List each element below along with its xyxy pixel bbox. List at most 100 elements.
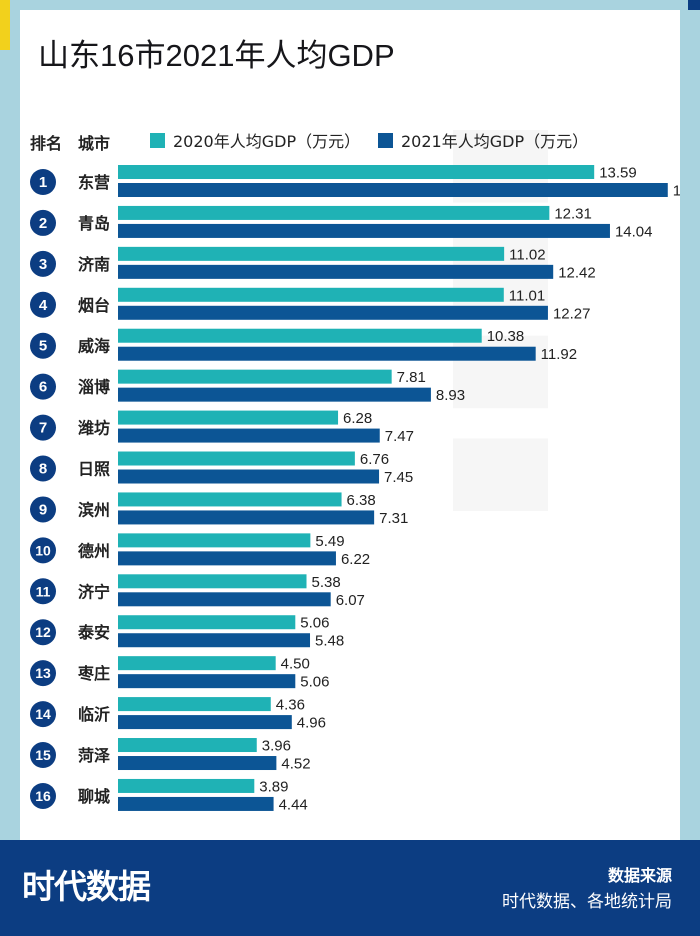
bar-2020 <box>118 656 276 671</box>
value-label-2021: 7.47 <box>385 428 414 445</box>
right-frame-bar <box>680 10 700 936</box>
rank-circle <box>30 455 56 482</box>
value-label-2021: 7.45 <box>384 469 413 486</box>
bar-2020 <box>118 451 355 466</box>
rank-circle <box>30 496 56 523</box>
value-label-2020: 6.76 <box>360 451 389 468</box>
value-label-2021: 4.44 <box>279 796 308 813</box>
bar-2021 <box>118 551 336 566</box>
value-label-2021: 11.92 <box>541 346 577 363</box>
bar-2020 <box>118 165 595 179</box>
value-label-2020: 13.59 <box>599 165 637 182</box>
rank-circle <box>30 537 56 564</box>
rank-number: 2 <box>39 215 47 232</box>
value-label-2020: 6.28 <box>343 410 372 427</box>
bar-2021 <box>118 715 292 730</box>
value-label-2021: 8.93 <box>436 387 465 404</box>
left-frame-bar <box>0 10 20 936</box>
bar-2020 <box>118 615 296 630</box>
bar-2021 <box>118 756 277 771</box>
rank-circle <box>30 414 56 441</box>
rank-circle <box>30 578 56 605</box>
city-label: 潍坊 <box>78 419 110 438</box>
bar-2020 <box>118 533 311 548</box>
city-label: 青岛 <box>78 214 110 233</box>
city-label: 菏泽 <box>78 746 110 765</box>
rank-circle <box>30 169 56 195</box>
legend-2021: 2021年人均GDP（万元） <box>378 128 588 152</box>
bar-2020 <box>118 492 342 507</box>
bar-2021 <box>118 633 311 648</box>
value-label-2021: 12.27 <box>553 305 591 322</box>
chart-title: 山东16市2021年人均GDP <box>38 38 395 73</box>
bar-2021 <box>118 183 668 197</box>
rank-circle <box>30 332 56 359</box>
source-label: 数据来源 <box>607 866 672 885</box>
value-label-2020: 10.38 <box>487 328 525 345</box>
city-label: 日照 <box>78 460 110 479</box>
rank-circle <box>30 209 56 236</box>
city-label: 济宁 <box>78 582 110 601</box>
value-label-2021: 7.31 <box>379 510 408 527</box>
rank-number: 7 <box>39 420 47 437</box>
rank-number: 15 <box>35 747 51 763</box>
value-label-2021: 15.69 <box>673 183 680 200</box>
rank-circle <box>30 291 56 318</box>
rank-circle <box>30 373 56 400</box>
rank-number: 4 <box>39 297 48 314</box>
top-blue-accent <box>688 0 700 10</box>
rank-number: 10 <box>35 542 51 558</box>
rank-number: 1 <box>39 174 47 191</box>
bar-2020 <box>118 287 504 302</box>
bar-2020 <box>118 369 392 384</box>
bar-2021 <box>118 428 380 443</box>
rank-circle <box>30 742 56 769</box>
city-label: 泰安 <box>77 623 110 642</box>
value-label-2020: 4.36 <box>276 697 305 714</box>
value-label-2020: 12.31 <box>554 205 592 222</box>
footer: 时代数据 数据来源 时代数据、各地统计局 <box>0 840 700 936</box>
city-label: 滨州 <box>78 500 110 519</box>
rank-number: 6 <box>39 379 47 396</box>
value-label-2021: 4.96 <box>297 715 326 732</box>
bar-2021 <box>118 592 331 607</box>
bar-2021 <box>118 674 296 689</box>
city-column-header: 城市 <box>78 134 111 153</box>
city-label: 临沂 <box>78 705 110 724</box>
rank-number: 11 <box>36 583 51 599</box>
value-label-2021: 5.48 <box>315 633 344 650</box>
value-label-2020: 4.50 <box>281 656 310 673</box>
rank-number: 8 <box>39 461 47 478</box>
value-label-2020: 7.81 <box>397 369 426 386</box>
legend-swatch-2021 <box>378 132 393 148</box>
bar-2020 <box>118 697 271 712</box>
value-label-2021: 6.07 <box>336 592 365 609</box>
city-label: 济南 <box>78 255 110 274</box>
bar-2020 <box>118 574 307 589</box>
brand-logo: 时代数据 <box>22 867 151 906</box>
value-label-2020: 3.96 <box>262 738 291 755</box>
value-label-2020: 6.38 <box>347 492 376 509</box>
rank-number: 9 <box>39 501 47 518</box>
value-label-2020: 11.01 <box>509 287 545 304</box>
city-label: 枣庄 <box>77 664 110 683</box>
bar-2021 <box>118 305 548 320</box>
rank-number: 12 <box>35 624 51 640</box>
city-label: 聊城 <box>78 787 110 806</box>
value-label-2021: 12.42 <box>558 264 596 281</box>
left-yellow-accent <box>0 10 10 50</box>
city-label: 东营 <box>78 173 110 192</box>
city-label: 威海 <box>78 337 110 356</box>
top-yellow-accent <box>0 0 10 10</box>
bar-2020 <box>118 410 339 425</box>
value-label-2020: 11.02 <box>509 246 545 263</box>
bar-2020 <box>118 246 505 261</box>
bar-2020 <box>118 205 550 220</box>
bar-2021 <box>118 469 380 484</box>
city-label: 德州 <box>78 541 110 560</box>
value-label-2020: 3.89 <box>259 778 288 795</box>
rank-number: 16 <box>35 788 51 804</box>
value-label-2021: 5.06 <box>300 674 329 691</box>
bar-2020 <box>118 738 257 753</box>
value-label-2021: 14.04 <box>615 223 653 240</box>
